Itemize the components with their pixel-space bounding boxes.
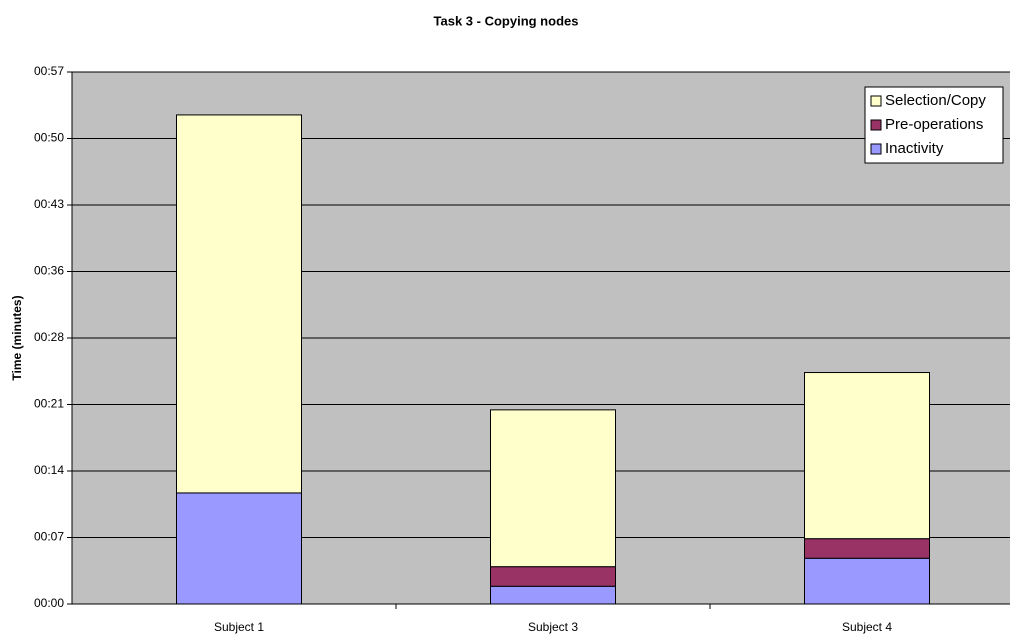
bar-segment xyxy=(804,372,930,540)
y-tick-label: 00:50 xyxy=(34,131,64,145)
legend-swatch xyxy=(870,95,882,107)
bar-segment xyxy=(176,492,302,605)
y-tick-label: 00:21 xyxy=(34,397,64,411)
legend-swatch xyxy=(870,119,882,131)
bar-segment xyxy=(490,566,616,587)
legend-label: Selection/Copy xyxy=(885,92,986,109)
legend-label: Inactivity xyxy=(885,140,944,157)
bar-segment xyxy=(804,557,930,605)
legend-label: Pre-operations xyxy=(885,116,983,133)
bar-segment xyxy=(804,538,930,559)
y-tick-label: 00:28 xyxy=(34,330,64,344)
bar-segment xyxy=(490,585,616,605)
legend-swatch xyxy=(870,143,882,155)
y-axis-label: Time (minutes) xyxy=(10,295,24,380)
legend-box xyxy=(864,86,1004,164)
y-tick-label: 00:43 xyxy=(34,197,64,211)
x-tick-label: Subject 4 xyxy=(842,620,892,634)
y-tick-label: 00:07 xyxy=(34,530,64,544)
x-tick-label: Subject 1 xyxy=(214,620,264,634)
y-tick-label: 00:36 xyxy=(34,264,64,278)
bar-segment xyxy=(490,409,616,568)
chart-title: Task 3 - Copying nodes xyxy=(434,13,579,28)
bar-segment xyxy=(176,114,302,494)
y-tick-label: 00:57 xyxy=(34,64,64,78)
y-tick-label: 00:00 xyxy=(34,596,64,610)
x-tick-label: Subject 3 xyxy=(528,620,578,634)
y-tick-label: 00:14 xyxy=(34,463,64,477)
